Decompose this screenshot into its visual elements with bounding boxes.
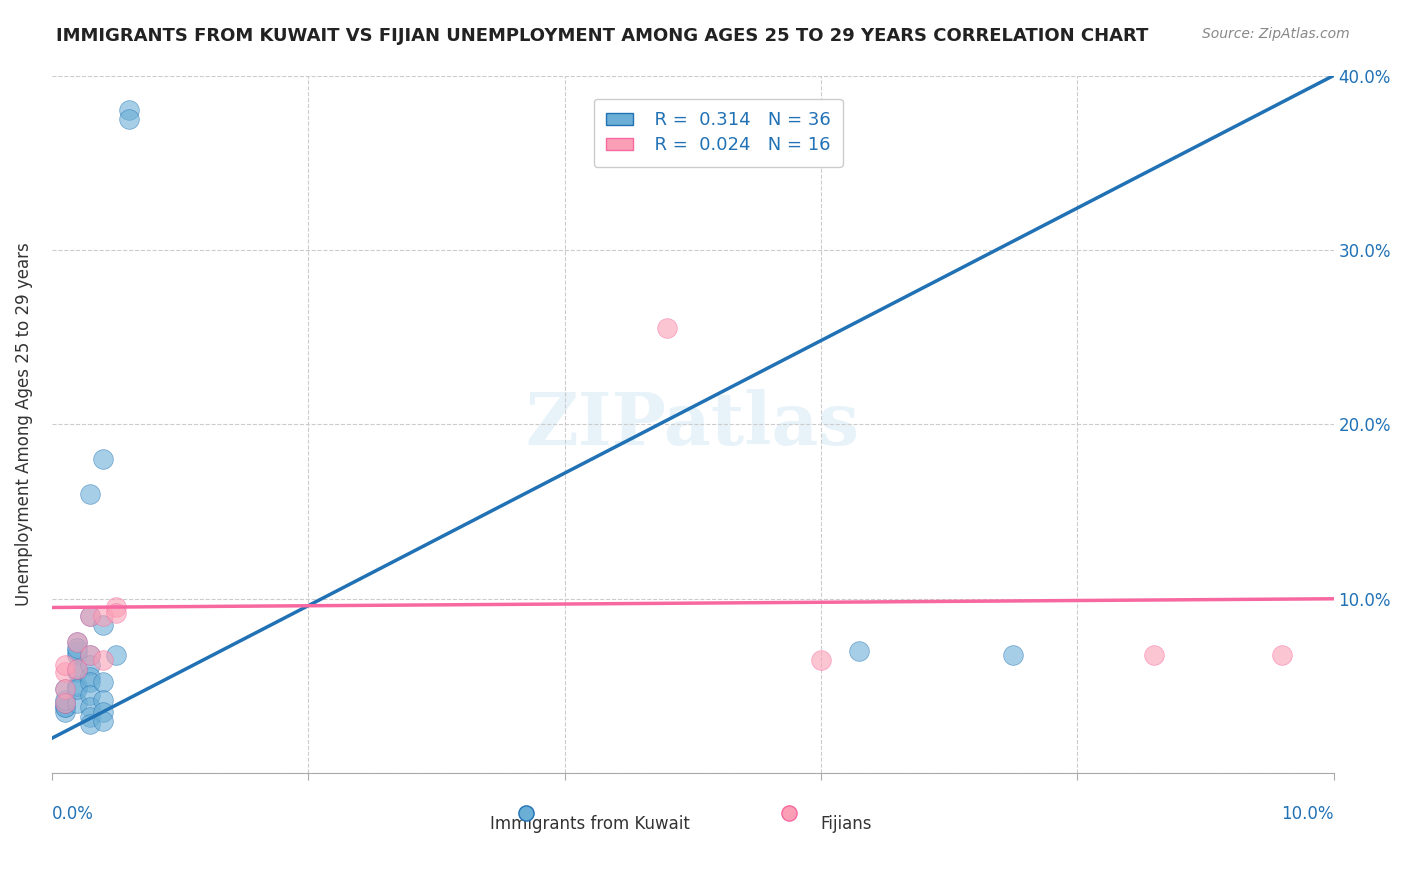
Point: [655, 321, 678, 335]
Point: [91, 452, 114, 467]
Point: [79, 609, 101, 624]
Point: [104, 648, 127, 662]
Point: [1002, 648, 1025, 662]
Point: [53, 705, 76, 719]
Point: [53, 700, 76, 714]
Point: [53, 665, 76, 679]
Point: [53, 682, 76, 697]
Point: [66, 679, 89, 693]
Point: [79, 688, 101, 702]
Text: Immigrants from Kuwait: Immigrants from Kuwait: [491, 815, 690, 833]
Point: [79, 648, 101, 662]
Point: [79, 648, 101, 662]
Point: [118, 103, 141, 118]
Point: [91, 609, 114, 624]
Point: [66, 644, 89, 658]
Text: ZIPatlas: ZIPatlas: [526, 389, 859, 460]
Point: [104, 600, 127, 615]
Point: [66, 661, 89, 675]
Text: IMMIGRANTS FROM KUWAIT VS FIJIAN UNEMPLOYMENT AMONG AGES 25 TO 29 YEARS CORRELAT: IMMIGRANTS FROM KUWAIT VS FIJIAN UNEMPLO…: [56, 27, 1149, 45]
Point: [53, 658, 76, 673]
Text: 10.0%: 10.0%: [1281, 805, 1334, 822]
Point: [66, 697, 89, 711]
Point: [91, 705, 114, 719]
Point: [66, 661, 89, 675]
Point: [848, 644, 870, 658]
Point: [53, 693, 76, 707]
Point: [810, 653, 832, 667]
Point: [79, 658, 101, 673]
Point: [53, 700, 76, 714]
Y-axis label: Unemployment Among Ages 25 to 29 years: Unemployment Among Ages 25 to 29 years: [15, 243, 32, 607]
Point: [91, 653, 114, 667]
Point: [53, 697, 76, 711]
Legend:   R =  0.314   N = 36,   R =  0.024   N = 16: R = 0.314 N = 36, R = 0.024 N = 16: [593, 98, 844, 167]
Text: Source: ZipAtlas.com: Source: ZipAtlas.com: [1202, 27, 1350, 41]
Point: [1143, 648, 1166, 662]
Point: [79, 670, 101, 684]
Point: [66, 640, 89, 655]
Text: Fijians: Fijians: [821, 815, 872, 833]
Point: [79, 675, 101, 690]
Point: [53, 682, 76, 697]
Point: [66, 635, 89, 649]
Point: [66, 665, 89, 679]
Point: [91, 714, 114, 728]
Point: [66, 682, 89, 697]
Point: [79, 717, 101, 731]
Point: [53, 697, 76, 711]
Point: [79, 609, 101, 624]
Point: [104, 606, 127, 620]
Point: [91, 693, 114, 707]
Point: [66, 648, 89, 662]
Point: [79, 487, 101, 501]
Point: [118, 112, 141, 127]
Point: [1271, 648, 1294, 662]
Point: [91, 618, 114, 632]
Point: [79, 710, 101, 724]
Point: [91, 675, 114, 690]
Point: [66, 635, 89, 649]
Text: 0.0%: 0.0%: [52, 805, 94, 822]
Point: [79, 700, 101, 714]
